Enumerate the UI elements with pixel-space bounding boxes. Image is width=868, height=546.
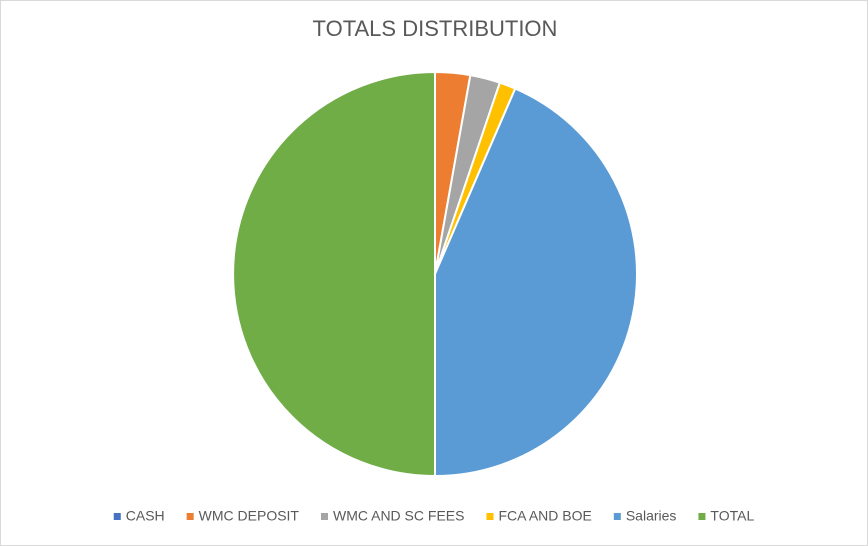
legend-label: FCA AND BOE	[498, 508, 591, 524]
legend-swatch	[613, 513, 621, 520]
pie-slice	[434, 87, 638, 478]
chart-title: TOTALS DISTRIBUTION	[313, 16, 558, 41]
legend-swatch	[186, 513, 194, 520]
legend-label: TOTAL	[710, 508, 754, 524]
legend-label: WMC AND SC FEES	[333, 508, 464, 524]
legend-swatch	[321, 513, 328, 520]
pie-slice	[232, 70, 436, 478]
legend-label: CASH	[126, 508, 165, 524]
legend-swatch	[486, 513, 494, 520]
legend-swatch	[698, 513, 706, 520]
legend-label: WMC DEPOSIT	[199, 508, 300, 524]
legend-swatch	[113, 513, 121, 520]
legend-label: Salaries	[626, 508, 677, 524]
